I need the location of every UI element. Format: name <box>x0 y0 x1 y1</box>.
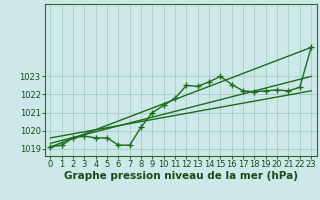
X-axis label: Graphe pression niveau de la mer (hPa): Graphe pression niveau de la mer (hPa) <box>64 171 298 181</box>
